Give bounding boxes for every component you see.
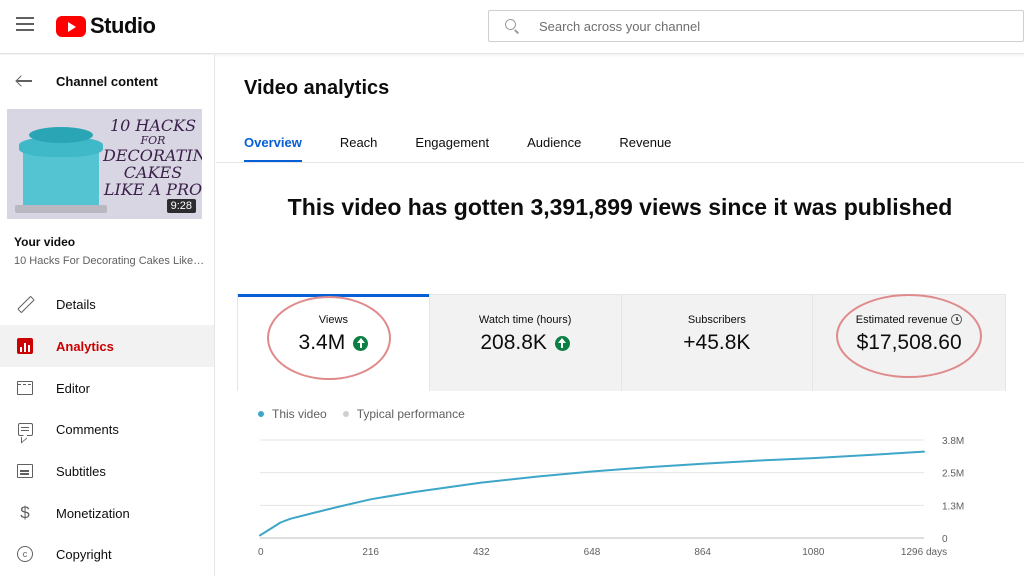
x-tick-label: 648 [584,547,601,558]
video-duration: 9:28 [166,199,196,213]
sidebar-item-label: Copyright [56,546,112,562]
search-icon[interactable] [505,19,520,34]
metric-value: +45.8K [683,331,751,354]
clock-icon[interactable] [951,314,963,325]
metric-card-watch-time[interactable]: Watch time (hours) 208.8K [429,295,622,391]
legend-dot [258,411,264,417]
sidebar-item-analytics[interactable]: Analytics [0,325,214,367]
sidebar-item-label: Subtitles [56,463,106,479]
metric-label: Estimated revenue [813,314,1005,326]
sidebar-item-copyright[interactable]: c Copyright [0,533,214,575]
metric-label: Views [318,314,348,326]
metric-label: Watch time (hours) [478,314,572,326]
back-label: Channel content [56,73,158,89]
sidebar-item-label: Monetization [56,505,130,521]
thumbnail-title: 10 HACKS FOR DECORATING CAKES LIKE A PRO [103,116,202,199]
tab-overview[interactable]: Overview [244,130,302,163]
video-title: 10 Hacks For Decorating Cakes Like… [14,255,204,267]
legend-dot [342,411,349,417]
views-headline: This video has gotten 3,391,899 views si… [287,194,953,220]
chart-legend: This video Typical performance [258,407,481,421]
subtitles-icon [16,462,34,480]
page-title: Video analytics [244,77,390,99]
logo-text: Studio [90,13,156,38]
search-bar[interactable] [488,10,1024,42]
video-thumbnail[interactable]: 10 HACKS FOR DECORATING CAKES LIKE A PRO… [7,109,202,219]
y-tick-label: 2.5M [942,469,964,480]
copyright-icon: c [16,545,34,563]
metric-card-views[interactable]: Views 3.4M [238,294,430,391]
y-tick-label: 3.8M [942,436,964,447]
y-tick-label: 1.3M [942,501,964,512]
x-tick-label: 1296 days [901,547,947,558]
x-tick-label: 864 [694,547,711,558]
metric-value: 208.8K [430,331,621,355]
sidebar-item-monetization[interactable]: $ Monetization [0,492,214,534]
your-video-label: Your video [14,235,76,249]
back-to-channel-content[interactable]: Channel content [0,68,215,94]
metric-value: $17,508.60 [856,331,962,354]
sidebar-item-comments[interactable]: Comments [0,408,214,450]
pencil-icon [16,295,34,313]
menu-icon[interactable] [16,17,34,31]
youtube-studio-logo[interactable]: Studio [56,12,156,40]
legend-item-typical[interactable]: Typical performance [342,407,465,421]
x-tick-label: 432 [473,547,490,558]
metric-value: 3.4M [238,331,429,355]
comments-icon [16,420,34,438]
legend-label: This video [272,407,327,421]
sidebar-item-label: Analytics [56,338,114,354]
search-input[interactable] [539,18,979,34]
trend-up-icon [554,335,570,351]
back-arrow-icon[interactable] [15,73,32,89]
tab-revenue[interactable]: Revenue [619,135,672,150]
legend-label: Typical performance [356,407,465,421]
analytics-icon [16,337,34,355]
analytics-tabs: Overview Reach Engagement Audience Reven… [244,130,709,163]
main-content: Video analytics Overview Reach Engagemen… [216,55,1024,576]
tabs-divider [216,162,1024,163]
sidebar-item-subtitles[interactable]: Subtitles [0,450,214,492]
tab-audience[interactable]: Audience [527,135,582,150]
legend-item-this-video[interactable]: This video [258,407,327,421]
metric-cards: Views 3.4M Watch time (hours) 208.8K Sub… [237,294,1006,391]
x-tick-label: 216 [362,547,379,558]
youtube-play-icon [56,15,86,37]
metric-card-subscribers[interactable]: Subscribers +45.8K [621,295,814,391]
views-line-chart: 0 1.3M 2.5M 3.8M 0 216 432 648 864 1080 1296 days [258,436,964,558]
top-bar: Studio [0,0,1024,54]
series-line-this-video [259,450,925,537]
sidebar-item-editor[interactable]: Editor [0,367,214,409]
metric-label: Subscribers [687,314,746,326]
cake-image [15,125,107,213]
tab-reach[interactable]: Reach [339,135,378,150]
x-tick-label: 1080 [802,547,825,558]
x-tick-label: 0 [258,547,264,558]
sidebar-item-label: Comments [56,421,119,437]
tab-engagement[interactable]: Engagement [415,135,490,150]
editor-icon [16,379,34,397]
sidebar-item-details[interactable]: Details [0,283,214,325]
sidebar: Channel content 10 HACKS FOR DECORATING … [0,55,215,576]
dollar-icon: $ [20,503,30,522]
y-tick-label: 0 [942,534,948,545]
sidebar-item-label: Details [56,296,96,312]
sidebar-item-label: Editor [56,380,90,396]
trend-up-icon [353,335,369,351]
metric-card-revenue[interactable]: Estimated revenue $17,508.60 [813,295,1005,391]
